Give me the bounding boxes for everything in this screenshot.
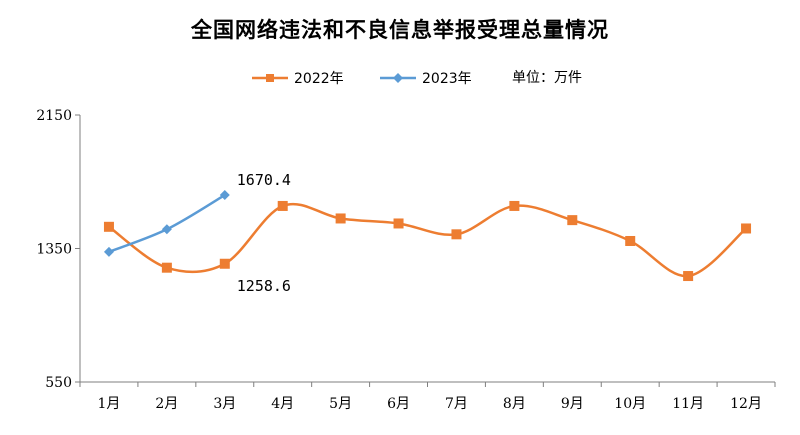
x-tick-label: 4月: [271, 396, 294, 412]
data-point-2023年-1月: [103, 246, 114, 257]
x-tick-label: 8月: [503, 396, 526, 412]
data-point-2022年-1月: [103, 221, 114, 232]
data-point-2022年-5月: [335, 213, 346, 224]
series-line-2023年: [108, 193, 226, 254]
x-tick-label: 5月: [329, 396, 352, 412]
legend-label-2022: 2022年: [294, 71, 344, 87]
data-label: 1258.6: [237, 277, 291, 295]
x-tick-label: 9月: [561, 396, 584, 412]
x-tick-label: 12月: [730, 396, 762, 412]
x-tick-label: 7月: [445, 396, 468, 412]
chart-title: 全国网络违法和不良信息举报受理总量情况: [191, 18, 609, 42]
x-tick-label: 10月: [614, 396, 646, 412]
y-tick-label: 2150: [36, 108, 72, 124]
legend-swatch-2023-icon: [380, 73, 416, 83]
x-tick-label: 11月: [672, 396, 704, 412]
data-point-2023年-3月: [219, 190, 230, 201]
unit-label: 单位：万件: [512, 70, 582, 86]
data-point-2022年-3月: [219, 258, 230, 269]
series-line-2022年: [108, 202, 747, 278]
data-point-2022年-6月: [393, 218, 404, 229]
x-tick-label: 2月: [155, 396, 178, 412]
legend-swatch-2022-icon: [252, 74, 288, 82]
data-point-2023年-2月: [161, 224, 172, 235]
legend-label-2023: 2023年: [422, 71, 472, 87]
legend-item-2023: 2023年: [378, 66, 472, 90]
data-point-2022年-4月: [277, 200, 288, 211]
data-point-2022年-12月: [741, 223, 752, 234]
x-tick-label: 6月: [387, 396, 410, 412]
x-tick-label: 3月: [213, 396, 236, 412]
y-tick-label: 1350: [36, 242, 72, 258]
data-point-2022年-2月: [161, 262, 172, 273]
data-point-2022年-8月: [509, 200, 520, 211]
data-label: 1670.4: [237, 171, 291, 189]
data-point-2022年-10月: [625, 235, 636, 246]
legend: 2022年 2023年 单位：万件: [0, 66, 800, 90]
x-tick-label: 1月: [97, 396, 120, 412]
data-point-2022年-11月: [683, 271, 694, 282]
y-tick-label: 550: [45, 375, 72, 391]
data-point-2022年-9月: [567, 215, 578, 226]
data-point-2022年-7月: [451, 229, 462, 240]
legend-item-2022: 2022年: [250, 66, 344, 90]
